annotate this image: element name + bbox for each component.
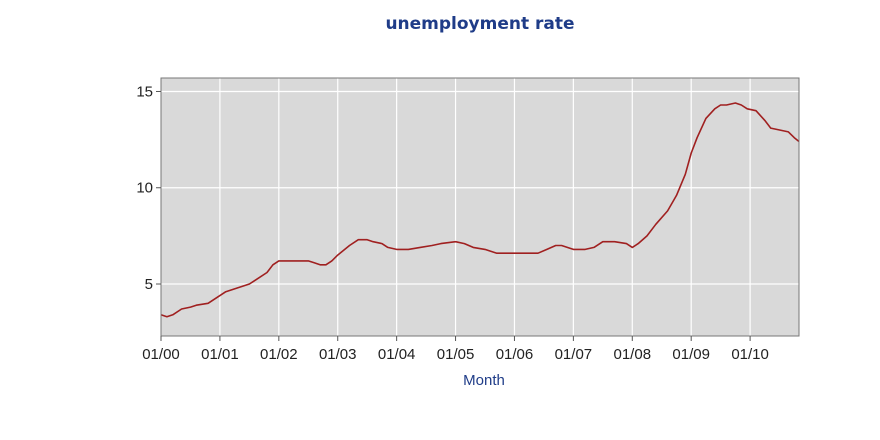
x-tick-label: 01/05 — [437, 346, 475, 363]
x-tick-label: 01/04 — [378, 346, 416, 363]
x-tick-label: 01/00 — [142, 346, 180, 363]
x-axis-label: Month — [463, 372, 505, 389]
chart-title: unemployment rate — [385, 14, 575, 34]
grid-lines — [161, 78, 799, 336]
x-tick-label: 01/01 — [201, 346, 239, 363]
y-tick-label: 15 — [136, 83, 153, 100]
x-tick-label: 01/08 — [614, 346, 652, 363]
plot-frame — [160, 77, 800, 337]
series-line — [160, 102, 800, 318]
x-axis: 01/00 01/01 01/02 01/03 01/04 01/05 01/06 01/07… — [142, 336, 769, 363]
y-tick-label: 5 — [145, 276, 153, 293]
x-tick-label: 01/07 — [555, 346, 593, 363]
x-tick-label: 01/03 — [319, 346, 357, 363]
x-tick-label: 01/09 — [672, 346, 710, 363]
x-tick-label: 01/10 — [731, 346, 769, 363]
y-axis: 5 10 15 — [136, 83, 161, 293]
x-tick-label: 01/02 — [260, 346, 298, 363]
y-tick-label: 10 — [136, 180, 153, 197]
plot-area — [161, 78, 799, 336]
x-tick-label: 01/06 — [496, 346, 534, 363]
